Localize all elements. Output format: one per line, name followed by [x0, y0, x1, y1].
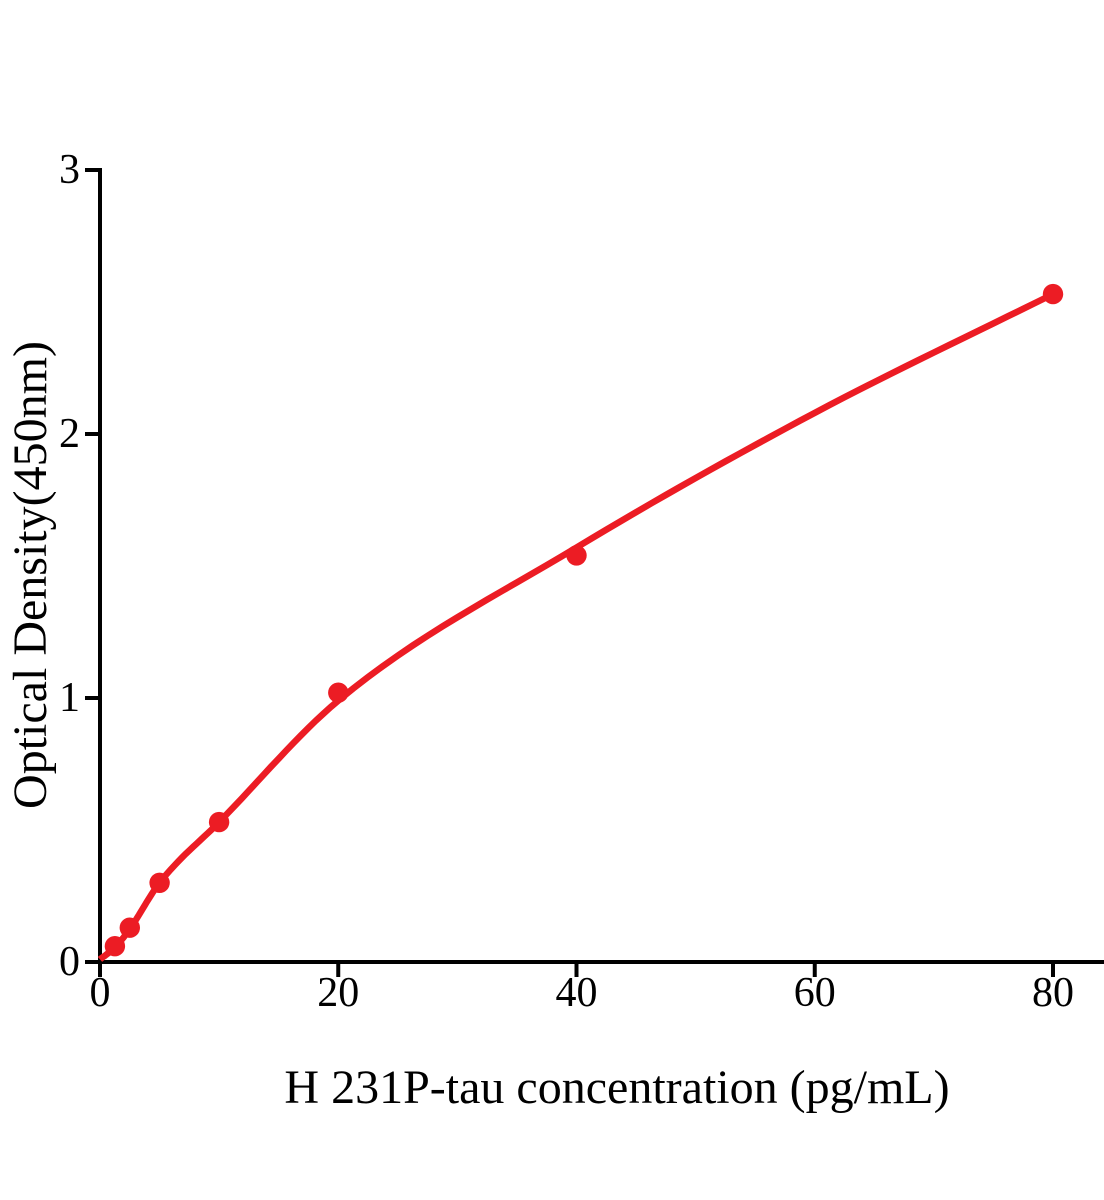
x-tick-label: 60: [794, 970, 836, 1016]
x-axis-title: H 231P-tau concentration (pg/mL): [284, 1061, 949, 1114]
data-point: [566, 545, 587, 566]
data-point: [328, 682, 349, 703]
y-tick-label: 3: [59, 147, 80, 193]
data-point: [149, 872, 170, 893]
x-tick-label: 0: [90, 970, 111, 1016]
x-tick-label: 20: [317, 970, 359, 1016]
y-axis-title: Optical Density(450nm): [4, 341, 57, 809]
y-tick-label: 1: [59, 675, 80, 721]
data-point: [104, 936, 126, 957]
data-point: [119, 917, 140, 938]
x-tick-label: 80: [1032, 970, 1074, 1016]
fit-curve-line: [97, 291, 1055, 962]
x-tick-label: 40: [556, 970, 598, 1016]
data-point: [208, 811, 230, 833]
y-tick-label: 2: [59, 411, 80, 457]
y-tick-label: 0: [59, 939, 80, 985]
data-point: [1042, 283, 1064, 305]
